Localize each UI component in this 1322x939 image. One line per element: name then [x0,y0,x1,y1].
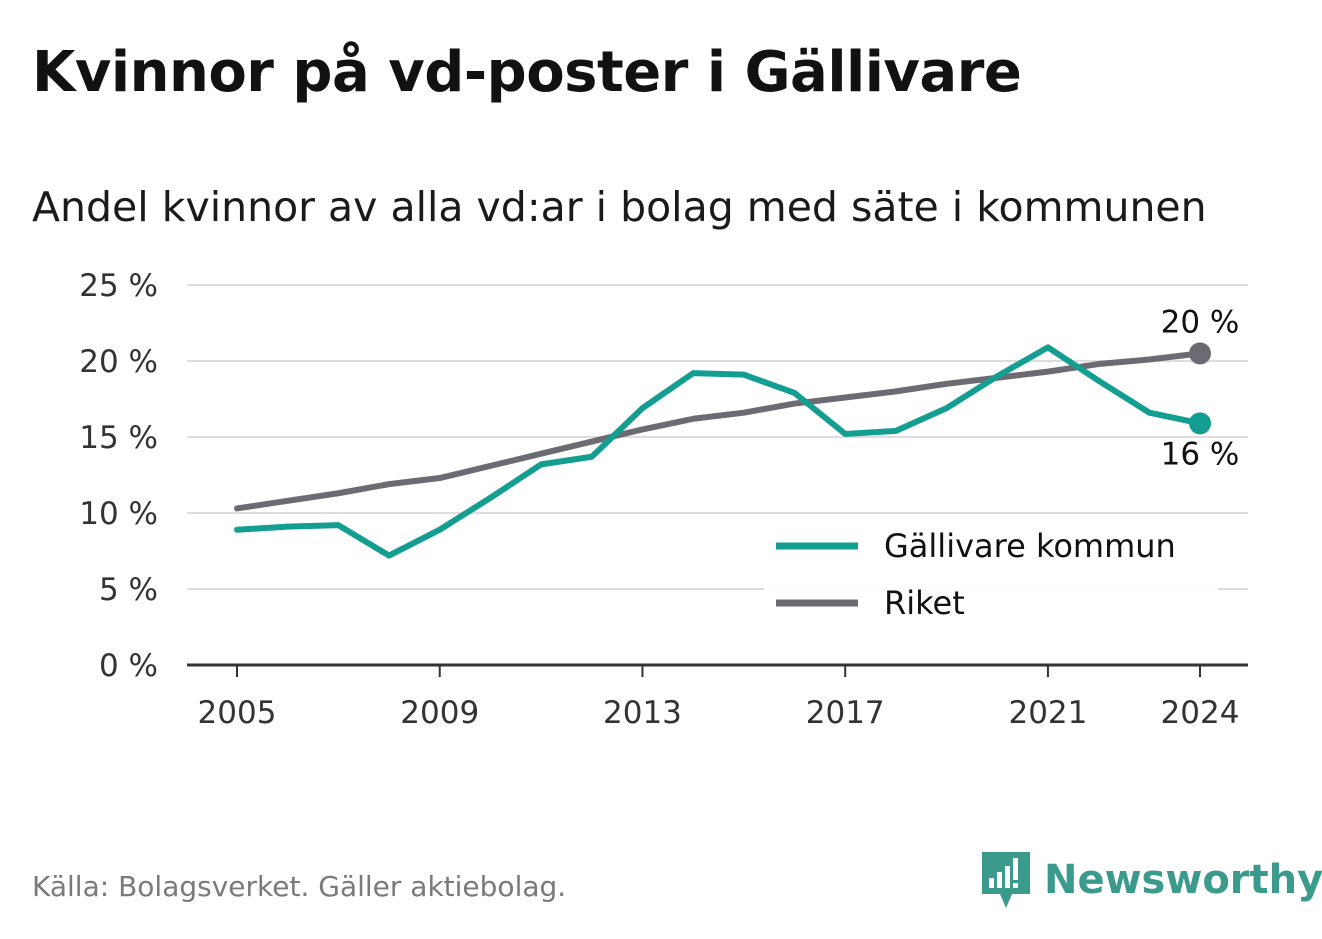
legend-label: Riket [884,584,965,622]
x-tick-label: 2021 [1008,695,1087,731]
legend-label: Gällivare kommun [884,527,1176,565]
y-tick-label: 15 % [79,420,158,456]
series-end-point [1189,342,1211,365]
y-tick-label: 0 % [99,648,158,684]
newsworthy-logo-icon [982,852,1030,908]
x-tick-label: 2024 [1161,695,1240,731]
x-tick-label: 2005 [198,695,277,731]
legend: Gällivare kommun Riket [764,515,1218,635]
y-tick-label: 10 % [79,496,158,532]
legend-background [764,515,1218,635]
x-tick-label: 2009 [400,695,479,731]
series: 20 % 16 % [234,304,1240,559]
brand-logo[interactable]: Newsworthy [980,850,1322,910]
y-tick-label: 5 % [99,572,158,608]
line-chart: 0 %5 %10 %15 %20 %25 % 2005 2009 2013 2017 2… [79,268,1248,731]
brand-name: Newsworthy [1044,857,1322,903]
x-tick-label: 2017 [806,695,885,731]
series-line [234,344,1203,559]
series-line [234,350,1203,512]
chart-subtitle: Andel kvinnor av alla vd:ar i bolag med … [32,183,1207,231]
series-end-label: 20 % [1161,304,1240,340]
source-note: Källa: Bolagsverket. Gäller aktiebolag. [32,870,567,903]
x-tick-label: 2013 [603,695,682,731]
y-axis-ticks: 0 % 5 % 10 % 15 % 20 % 25 % [79,268,158,684]
series-end-point [1189,412,1211,435]
series-end-label: 16 % [1161,436,1240,472]
chart-title: Kvinnor på vd-poster i Gällivare [32,40,1022,105]
y-tick-label: 20 % [79,344,158,380]
x-axis-ticks: 2005 2009 2013 2017 2021 2024 [198,665,1240,731]
y-tick-label: 25 % [79,268,158,304]
